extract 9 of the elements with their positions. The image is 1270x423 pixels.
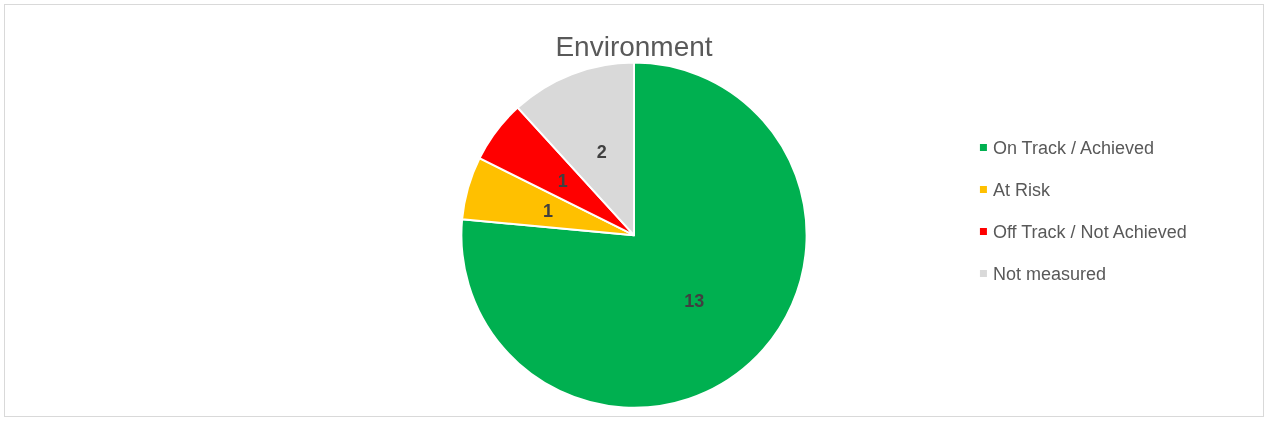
data-label: 1 — [543, 200, 554, 221]
data-label: 1 — [557, 171, 568, 192]
data-label: 2 — [596, 141, 607, 162]
legend-label: On Track / Achieved — [992, 137, 1154, 158]
chart-title: Environment — [555, 30, 713, 62]
legend-label: Not measured — [992, 263, 1106, 284]
data-label: 13 — [684, 291, 705, 312]
legend-label: Off Track / Not Achieved — [992, 221, 1187, 242]
legend-label: At Risk — [992, 179, 1051, 200]
